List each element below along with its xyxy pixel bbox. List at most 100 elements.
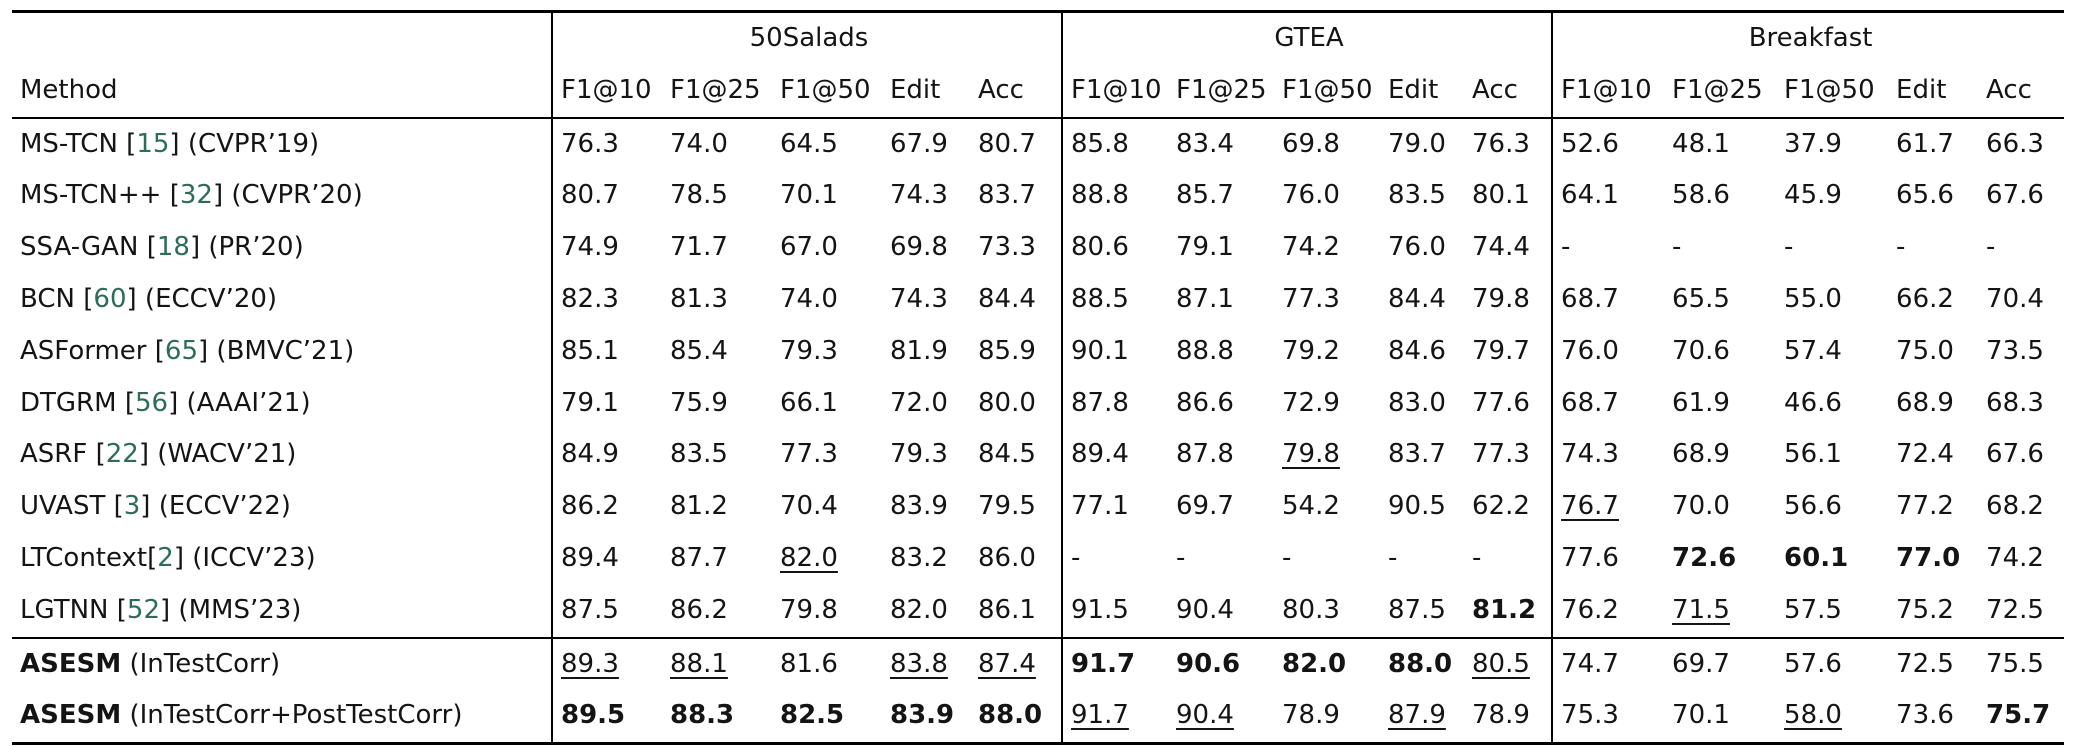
value-cell: 69.8 [882,222,970,274]
value-cell: 48.1 [1664,118,1776,171]
metric-value: 87.8 [1176,439,1234,470]
value-cell: 74.0 [662,118,772,171]
value-cell: 66.1 [772,378,882,430]
metric-value: 83.0 [1388,387,1446,418]
metric-value: 78.9 [1472,700,1530,731]
group-header-50salads: 50Salads [551,11,1062,65]
value-cell: 67.6 [1978,429,2064,481]
value-cell: 83.9 [882,690,970,743]
metric-header-breakfast-f1@25: F1@25 [1664,64,1777,119]
method-text: [ [154,335,165,366]
metric-value: 81.3 [670,283,728,314]
method-text: ] [126,283,137,314]
value-cell: 71.5 [1664,585,1776,638]
table-body: MS-TCN [15] (CVPR’19) 76.3 74.0 64.5 67.9 80.… [12,117,2065,744]
method-text: (CVPR’19) [179,128,320,159]
value-cell: 74.3 [882,274,970,326]
value-cell: 68.7 [1551,377,1665,430]
metric-header-breakfast-f1@50: F1@50 [1776,64,1889,119]
metric-value: 79.1 [561,387,619,418]
metric-value: 84.4 [978,283,1036,314]
metric-value: 83.2 [890,542,948,573]
metric-value: 91.5 [1071,594,1129,625]
value-cell: 82.5 [772,690,882,743]
metric-value: 77.6 [1561,542,1619,573]
metric-value: 79.8 [780,594,838,625]
metric-value: 74.7 [1561,648,1619,679]
value-cell: 90.5 [1380,481,1464,533]
metric-value: 78.9 [1282,700,1340,731]
metric-value: 74.3 [890,283,948,314]
citation-ref[interactable]: 65 [164,335,198,366]
metric-header-gtea-acc: Acc [1464,64,1553,119]
method-text: ] [168,387,179,418]
metric-value: - [1282,542,1292,573]
value-cell: 90.4 [1168,585,1274,638]
metric-value: 87.8 [1071,387,1129,418]
value-cell: 88.8 [1168,326,1274,378]
metric-header-50salads-f1@50: F1@50 [772,64,882,119]
metric-value: 79.1 [1176,232,1234,263]
value-cell: 79.8 [1274,429,1380,481]
value-cell: 83.4 [1168,118,1274,171]
value-cell: 61.9 [1664,378,1776,430]
value-cell: 81.2 [662,481,772,533]
value-cell: 84.4 [970,274,1062,326]
value-cell: 56.1 [1776,429,1888,481]
citation-ref[interactable]: 60 [93,283,127,314]
metric-value: 77.3 [1472,439,1530,470]
value-cell: 83.7 [970,170,1062,222]
method-cell: LGTNN [52] (MMS’23) [12,585,552,638]
citation-ref[interactable]: 22 [105,439,139,470]
metric-value: 79.2 [1282,335,1340,366]
table-row: MS-TCN [15] (CVPR’19) 76.3 74.0 64.5 67.9 80.… [12,117,2064,171]
citation-ref[interactable]: 32 [179,180,213,211]
citation-ref[interactable]: 52 [126,594,161,625]
citation-ref[interactable]: 15 [136,128,170,159]
metric-header-gtea-f1@10: F1@10 [1061,64,1168,119]
citation-ref[interactable]: 18 [156,232,190,263]
metric-value: 66.3 [1986,128,2044,159]
metric-value: 57.4 [1784,335,1842,366]
metric-value: 74.3 [890,180,948,211]
metric-value: 76.3 [561,128,619,159]
metric-value: 79.8 [1282,439,1340,470]
metric-value: 80.5 [1472,648,1530,679]
citation-ref[interactable]: 56 [134,387,169,418]
metric-value: 67.6 [1986,180,2044,211]
metric-header-breakfast-edit: Edit [1888,64,1979,119]
method-text: MS-TCN [20,128,127,159]
citation-ref[interactable]: 3 [123,491,141,522]
value-cell: 88.8 [1061,170,1168,223]
metric-value: 80.6 [1071,232,1129,263]
citation-ref[interactable]: 2 [157,542,174,573]
method-text: ] [173,542,184,573]
value-cell: 74.3 [1551,429,1665,482]
value-cell: - [1168,533,1274,585]
metric-value: 74.0 [780,283,838,314]
method-cell: BCN [60] (ECCV’20) [12,274,552,326]
metric-value: - [1672,232,1682,263]
metric-value: 56.6 [1784,491,1842,522]
value-cell: - [1274,533,1380,585]
value-cell: 77.2 [1888,481,1978,533]
value-cell: 67.0 [772,222,882,274]
value-cell: 57.6 [1776,636,1889,691]
metric-value: 70.1 [1672,700,1730,731]
method-text: [ [126,128,137,159]
value-cell: 69.7 [1168,481,1274,533]
metric-header-breakfast-acc: Acc [1978,64,2065,119]
value-cell: 76.3 [1464,118,1552,171]
metric-value: 77.2 [1896,491,1954,522]
metric-value: 90.4 [1176,700,1234,731]
value-cell: 73.6 [1888,690,1978,743]
metric-value: 74.2 [1986,542,2044,573]
metric-value: 90.6 [1176,648,1241,679]
value-cell: 91.7 [1061,690,1168,744]
method-cell: ASESM (InTestCorr) [12,636,552,691]
metric-value: - [1561,232,1571,263]
value-cell: 80.6 [1061,222,1168,274]
group-header-row: 50Salads GTEA Breakfast [12,11,2065,65]
method-text: ] [160,594,171,625]
value-cell: 76.0 [1380,222,1464,274]
